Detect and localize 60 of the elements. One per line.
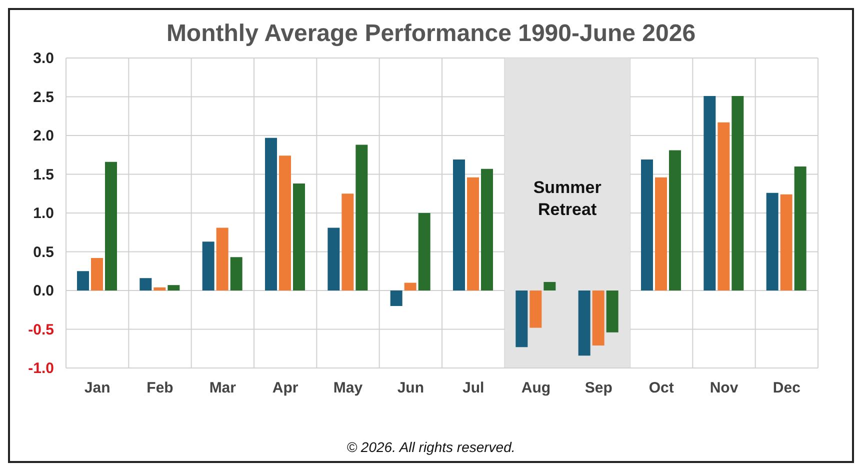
y-tick-label: -1.0 (28, 360, 54, 377)
bar (766, 192, 778, 290)
bar (704, 96, 716, 290)
bar (544, 282, 556, 290)
bar (606, 290, 618, 332)
bar (592, 290, 604, 346)
bar (794, 166, 806, 290)
bar (279, 156, 291, 290)
bar (390, 290, 402, 306)
x-tick-label: Jul (462, 380, 484, 397)
x-tick-label: Jan (84, 380, 110, 397)
x-tick-label: Apr (272, 380, 298, 397)
x-tick-label: Aug (521, 380, 551, 397)
bar (516, 290, 528, 348)
bar (530, 290, 542, 328)
bar (418, 213, 430, 290)
y-tick-label: -0.5 (28, 321, 54, 338)
bar (578, 290, 590, 356)
x-tick-label: Oct (648, 380, 674, 397)
bar (718, 122, 730, 290)
bar (265, 138, 277, 290)
y-tick-label: 1.5 (33, 166, 54, 184)
x-tick-label: Dec (772, 380, 800, 397)
y-tick-label: 0.5 (33, 244, 54, 261)
bar (168, 285, 180, 290)
bar (404, 282, 416, 290)
bar (732, 96, 744, 290)
bar (293, 184, 305, 290)
bar (91, 258, 103, 290)
bar (105, 162, 117, 290)
text: © 2026. All rights reserved. (346, 439, 516, 455)
bar (780, 194, 792, 290)
chart-title: Monthly Average Performance 1990-June 2026 (166, 20, 696, 47)
y-tick-label: 2.5 (33, 88, 54, 106)
x-tick-label: Jun (397, 380, 424, 397)
bar (481, 168, 493, 290)
bar (216, 228, 228, 290)
bar (328, 228, 340, 290)
x-tick-label: Sep (584, 380, 612, 397)
bar (342, 194, 354, 290)
bar (202, 242, 214, 290)
y-tick-label: 0.0 (33, 282, 54, 300)
y-tick-label: 3.0 (33, 50, 54, 67)
x-tick-label: Mar (209, 380, 236, 397)
x-tick-label: Nov (710, 380, 739, 397)
bar (356, 144, 368, 290)
bar (230, 257, 242, 290)
bar (655, 177, 667, 290)
bar (467, 177, 479, 290)
bar (154, 287, 166, 290)
bar (77, 271, 89, 290)
bar (453, 160, 465, 290)
bar (140, 278, 152, 290)
y-tick-label: 1.0 (33, 205, 54, 222)
x-tick-label: Feb (146, 380, 174, 397)
x-tick-label: May (333, 380, 364, 397)
band-label: Summer Retreat (533, 178, 602, 219)
bar (641, 160, 653, 290)
y-tick-label: 2.0 (33, 128, 54, 144)
bar (669, 150, 681, 290)
